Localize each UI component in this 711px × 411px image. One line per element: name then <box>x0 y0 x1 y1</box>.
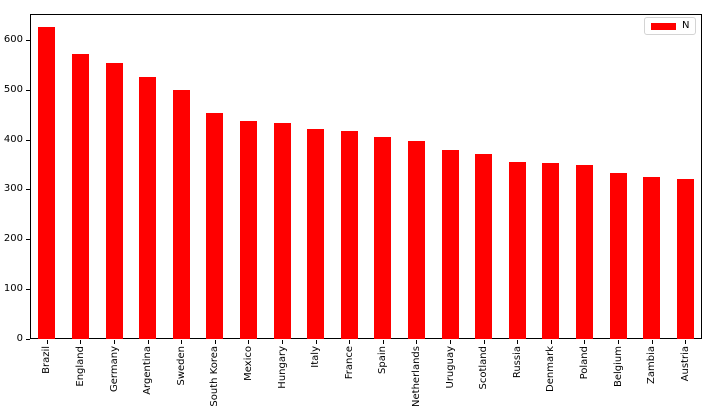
x-tick-label: Germany <box>108 346 120 392</box>
x-tick-label: Belgium <box>612 346 624 387</box>
bar <box>71 53 89 339</box>
x-tick <box>214 340 216 344</box>
x-tick <box>80 340 82 344</box>
x-tick <box>584 340 586 344</box>
x-tick-label: Argentina <box>142 346 154 395</box>
x-tick <box>651 340 653 344</box>
bar <box>407 140 425 339</box>
bar <box>273 122 291 339</box>
x-tick <box>382 340 384 344</box>
x-tick-label: Spain <box>377 346 389 374</box>
x-tick-label: Russia <box>511 346 523 379</box>
bar <box>575 164 593 339</box>
bar <box>676 179 694 339</box>
bar <box>307 129 325 339</box>
bar <box>172 89 190 339</box>
x-tick-label: Mexico <box>242 346 254 381</box>
x-tick-label: Netherlands <box>410 346 422 407</box>
legend-label: N <box>682 20 690 31</box>
y-tick <box>26 139 30 141</box>
bar <box>441 149 459 339</box>
x-tick <box>114 340 115 344</box>
x-tick-label: South Korea <box>209 346 221 407</box>
x-tick-label: Austria <box>679 346 691 382</box>
x-tick-label: Scotland <box>478 346 490 390</box>
x-tick-label: Italy <box>310 346 322 368</box>
bar <box>475 153 493 339</box>
bar <box>38 27 56 339</box>
x-tick <box>618 340 619 344</box>
bar <box>206 113 224 339</box>
bar <box>643 177 661 339</box>
y-tick-label: 600 <box>3 33 23 45</box>
bar <box>542 162 560 339</box>
x-tick-label: Poland <box>578 346 590 380</box>
x-tick <box>315 340 317 344</box>
x-tick <box>349 340 351 344</box>
y-tick <box>26 89 30 91</box>
bar <box>508 161 526 339</box>
y-tick <box>26 239 30 241</box>
x-tick <box>46 340 48 344</box>
y-tick <box>26 189 30 191</box>
x-tick-label: Zambia <box>646 346 658 384</box>
x-tick-label: England <box>74 346 86 387</box>
y-tick-label: 200 <box>3 233 23 245</box>
bar <box>340 131 358 339</box>
x-tick-label: Brazil <box>41 346 53 374</box>
legend: N <box>644 17 696 35</box>
plot-area <box>30 14 702 339</box>
x-tick <box>450 340 451 344</box>
x-tick-label: France <box>343 346 355 380</box>
x-tick <box>248 340 250 344</box>
bar <box>239 120 257 339</box>
x-tick <box>282 340 283 344</box>
x-tick <box>483 340 485 344</box>
x-tick <box>147 340 149 344</box>
y-tick <box>26 289 30 291</box>
x-tick-label: Uruguay <box>444 346 456 389</box>
bar <box>139 77 157 339</box>
x-tick <box>416 340 418 344</box>
bar <box>609 173 627 339</box>
legend-swatch <box>651 22 676 30</box>
y-tick-label: 500 <box>3 83 23 95</box>
x-tick <box>181 340 183 344</box>
bar <box>105 63 123 339</box>
y-tick <box>26 39 30 41</box>
y-tick-label: 100 <box>3 283 23 295</box>
x-tick-label: Sweden <box>175 346 187 386</box>
y-tick-label: 400 <box>3 133 23 145</box>
x-tick <box>517 340 519 344</box>
x-tick <box>550 340 552 344</box>
y-tick <box>26 339 30 340</box>
y-tick-label: 0 <box>16 333 23 344</box>
x-tick-label: Hungary <box>276 346 288 389</box>
x-tick <box>685 340 687 344</box>
bar <box>374 137 392 339</box>
y-tick-label: 300 <box>3 183 23 195</box>
x-tick-label: Denmark <box>545 346 557 392</box>
